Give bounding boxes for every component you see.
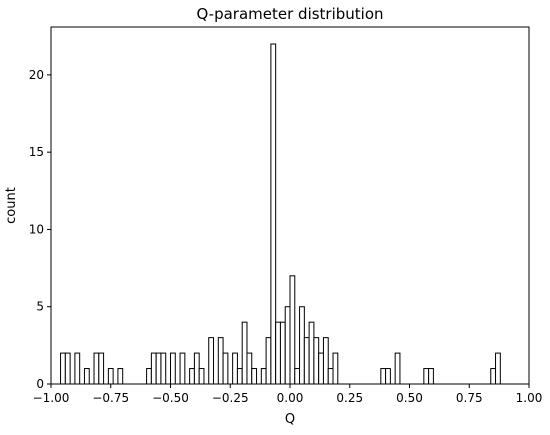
histogram-bar [322,337,329,385]
x-tick-label: 0.25 [336,391,363,405]
histogram-bar [394,352,401,385]
histogram-bar [179,352,186,385]
histogram-bar [385,368,391,385]
histogram-bar [308,321,315,385]
histogram-bar [289,275,296,385]
x-tick-label: −0.75 [92,391,129,405]
histogram-bar [327,368,334,385]
histogram-bar [246,352,253,385]
histogram-bar [275,321,281,385]
histogram-bar [198,368,205,385]
y-tick-label: 0 [36,377,44,391]
histogram-bar [313,337,320,385]
histogram-bar [155,352,162,385]
y-tick-label: 5 [36,300,44,314]
histogram-bar [150,352,157,385]
histogram-bar [495,352,501,385]
histogram-bar [318,352,324,385]
histogram-bar [332,352,339,385]
histogram-bar [83,368,90,385]
histogram-bars [60,43,501,385]
histogram-bar [160,352,167,385]
histogram-bar [93,352,100,385]
x-tick-label: 1.00 [516,391,543,405]
histogram-bar [189,368,195,385]
x-tick-label: 0.50 [396,391,423,405]
y-tick-label: 10 [29,222,44,236]
histogram-bar [146,368,152,385]
x-tick-label: −0.25 [212,391,249,405]
histogram-bar [423,368,430,385]
histogram-bar [74,352,81,385]
y-tick-label: 20 [29,68,44,82]
histogram-bar [241,321,248,385]
histogram-bar [208,337,215,385]
histogram-bar [64,352,71,385]
histogram-bar [98,352,105,385]
histogram-bar [279,321,286,385]
chart-title: Q-parameter distribution [196,5,383,23]
histogram-bar [294,368,301,385]
histogram-bar [303,337,310,385]
histogram-bar [236,368,243,385]
histogram-bar [428,368,434,385]
x-axis-label: Q [285,412,295,427]
histogram-bar [222,352,229,385]
histogram-bar [60,352,66,385]
x-tick-label: −1.00 [33,391,70,405]
histogram-bar [265,337,272,385]
x-tick-label: 0.00 [277,391,304,405]
histogram-bar [270,43,277,385]
histogram-bar [490,368,497,385]
histogram-bar [217,337,224,385]
histogram-bar [260,368,267,385]
y-axis-label: count [4,187,19,224]
histogram-bar [251,368,258,385]
histogram-bar [117,368,124,385]
y-axis-ticks: 0 5 10 15 20 [29,68,51,391]
histogram-bar [380,368,387,385]
y-tick-label: 15 [29,145,44,159]
histogram-bar [193,352,200,385]
histogram-bar [284,306,291,385]
histogram-bar [107,368,114,385]
histogram-bar [232,352,238,385]
x-tick-label: −0.50 [152,391,189,405]
x-tick-label: 0.75 [456,391,483,405]
x-axis-ticks: −1.00 −0.75 −0.50 −0.25 0.00 0.25 0.50 0.75 1.00 [33,384,543,405]
histogram-bar [170,352,176,385]
histogram-bar [299,306,305,385]
